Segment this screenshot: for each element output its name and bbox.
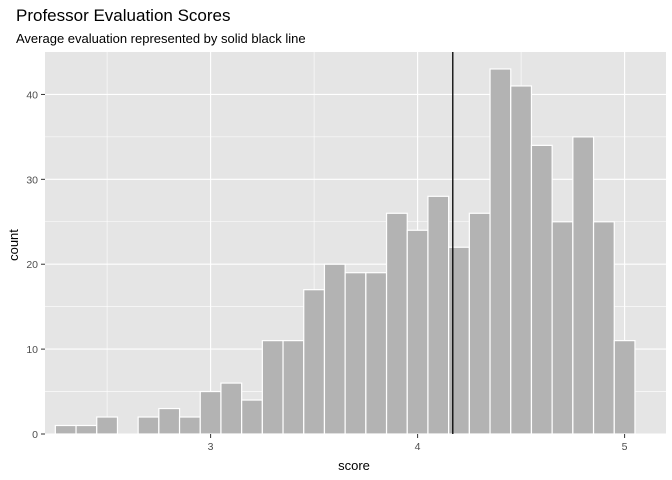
histogram-bar	[468, 212, 491, 435]
chart-title: Professor Evaluation Scores	[16, 6, 231, 25]
histogram-bar	[282, 340, 305, 435]
y-tick-label: 30	[26, 174, 38, 186]
histogram-bars	[54, 68, 636, 435]
chart-subtitle: Average evaluation represented by solid …	[16, 31, 306, 46]
histogram-bar	[427, 195, 450, 435]
histogram-bar	[572, 136, 595, 435]
histogram-bar	[530, 144, 553, 435]
histogram-bar	[54, 424, 77, 435]
histogram-bar	[365, 272, 388, 435]
histogram-bar	[178, 416, 201, 435]
x-tick-label: 4	[415, 441, 421, 453]
histogram-bar	[344, 272, 367, 435]
histogram-bar	[551, 221, 574, 435]
histogram-bar	[323, 263, 346, 435]
y-tick-label: 20	[26, 259, 38, 271]
histogram-bar	[510, 85, 533, 435]
histogram-bar	[261, 340, 284, 435]
histogram-bar	[241, 399, 263, 435]
axes: 3 4 5 0 10 20 30 40	[26, 89, 627, 453]
histogram-bar	[406, 229, 429, 435]
histogram-bar	[137, 416, 160, 435]
histogram-bar	[75, 424, 98, 435]
histogram-bar	[199, 390, 222, 435]
histogram-bar	[385, 212, 408, 435]
y-tick-label: 40	[26, 89, 38, 101]
x-axis-title: score	[338, 458, 370, 473]
y-tick-label: 0	[32, 429, 38, 441]
histogram-bar	[158, 407, 181, 435]
histogram-bar	[592, 221, 615, 435]
histogram-bar	[220, 382, 243, 435]
x-tick-label: 5	[622, 441, 628, 453]
histogram-bar	[303, 289, 326, 435]
x-tick-label: 3	[208, 441, 214, 453]
histogram-bar	[448, 246, 470, 435]
y-axis-title: count	[6, 229, 21, 261]
histogram-bar	[613, 340, 636, 435]
y-tick-label: 10	[26, 344, 38, 356]
histogram-bar	[96, 416, 119, 435]
histogram-bar	[489, 68, 512, 435]
